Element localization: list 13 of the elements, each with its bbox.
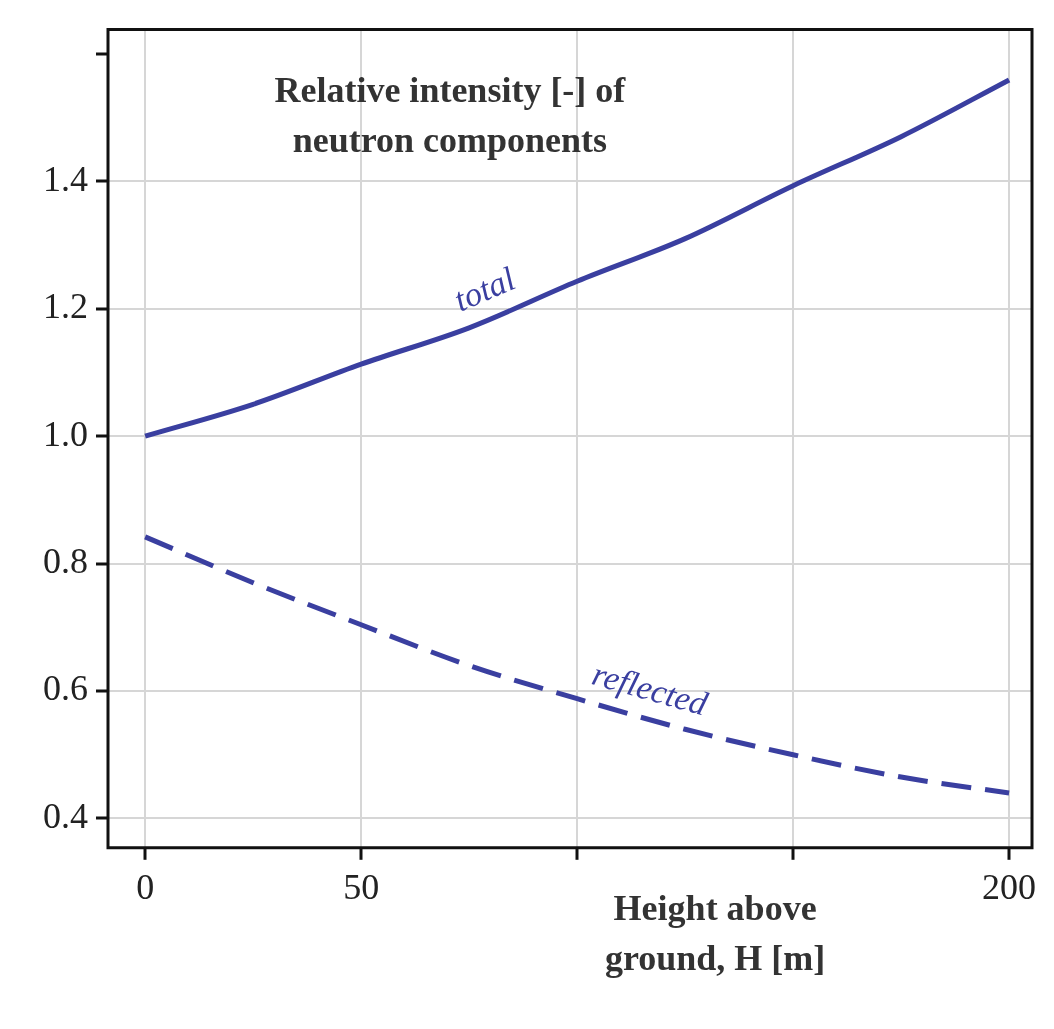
text: total: [448, 259, 521, 319]
y-tick-label: 0.8: [43, 541, 88, 582]
x-tick-label: 0: [136, 866, 155, 907]
y-tick-label: 1.0: [43, 413, 88, 454]
text: Relative intensity [-] of neutron components: [274, 69, 627, 160]
y-tick-label: 1.2: [43, 286, 88, 327]
x-tick-label: 50: [343, 866, 380, 907]
y-tick-label: 1.4: [43, 158, 88, 199]
text: reflected: [588, 654, 713, 723]
x-tick-label: 200: [982, 866, 1037, 907]
x-axis-title: Height above ground, H [m]: [604, 887, 826, 978]
y-tick-label: 0.4: [43, 795, 88, 836]
y-tick-label: 0.6: [43, 668, 88, 709]
